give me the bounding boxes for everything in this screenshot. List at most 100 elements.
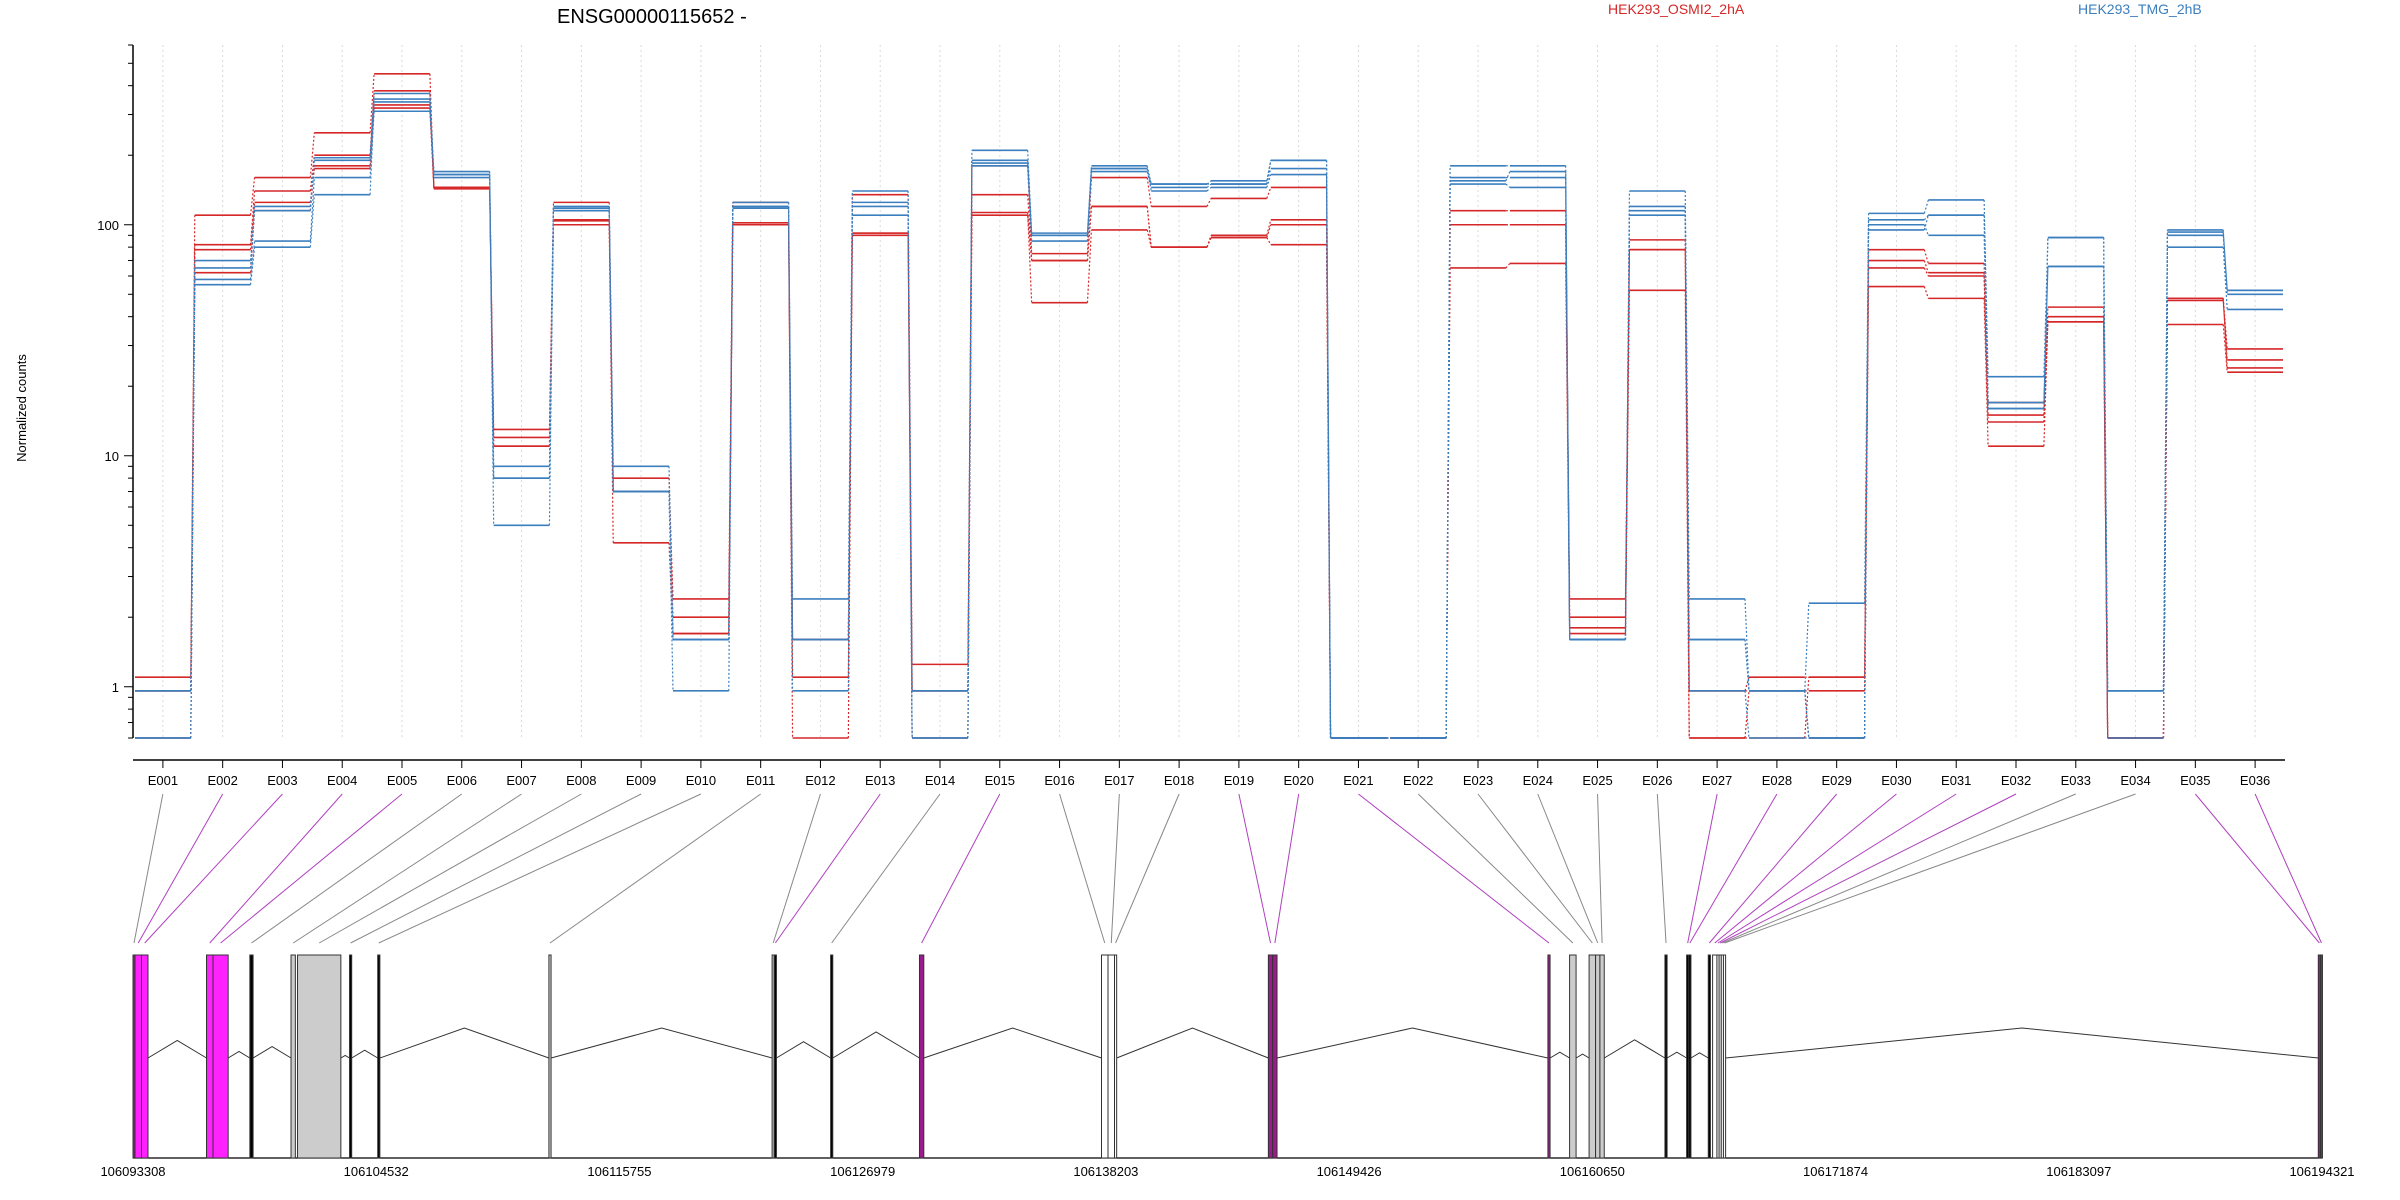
- exon-box: [918, 954, 925, 1159]
- intron-line: [340, 1054, 350, 1059]
- exon-box: [1595, 954, 1601, 1159]
- data-connector: [369, 111, 375, 178]
- data-connector: [1266, 168, 1272, 185]
- data-connector: [489, 174, 495, 479]
- x-tick-label: E031: [1941, 773, 1971, 788]
- exon-box: [212, 954, 229, 1159]
- intron-line: [550, 1027, 773, 1059]
- data-connector: [1086, 168, 1093, 236]
- data-connector: [1086, 229, 1093, 303]
- intron-line: [1549, 1051, 1570, 1059]
- data-connector: [847, 206, 853, 640]
- axes: 1 10 100 E001 E002 E003 E004 E005 E006 E007 E008 E0…: [97, 44, 2285, 788]
- exon-box: [1547, 954, 1551, 1159]
- exon-link: [1274, 793, 1300, 944]
- exon-box: [1688, 954, 1692, 1159]
- intron-line: [252, 1046, 292, 1059]
- intron-line: [1575, 1053, 1590, 1059]
- exon-box: [1272, 954, 1278, 1159]
- series-5: [135, 110, 2283, 739]
- data-connector: [907, 233, 913, 691]
- exon-link: [133, 793, 164, 944]
- exon-link: [220, 793, 403, 944]
- x-tick-label: E033: [2061, 773, 2091, 788]
- data-connector: [1146, 177, 1152, 207]
- data-connector: [728, 206, 734, 640]
- intron-line: [776, 1041, 831, 1059]
- x-tick-label: E036: [2240, 773, 2270, 788]
- data-connector: [1266, 187, 1272, 199]
- data-connector: [1505, 183, 1511, 188]
- chart-title: ENSG00000115652 -: [557, 6, 747, 28]
- data-connector: [309, 194, 315, 248]
- x-tick-label: E007: [506, 773, 536, 788]
- exon-link: [144, 793, 283, 944]
- exon-link: [1358, 793, 1550, 944]
- y-tick-label: 10: [105, 449, 119, 464]
- data-connector: [369, 73, 375, 133]
- x-tick-label: E014: [925, 773, 955, 788]
- data-connector: [1266, 237, 1272, 245]
- data-connector: [1027, 212, 1033, 303]
- data-connector: [1505, 171, 1511, 182]
- coordinate-tick-label: 106138203: [1073, 1164, 1138, 1179]
- exon-link: [1537, 793, 1599, 944]
- intron-line: [832, 1031, 920, 1059]
- data-connector: [249, 240, 256, 280]
- data-connector: [907, 215, 913, 739]
- data-connector: [1206, 187, 1212, 192]
- exon-link: [2194, 793, 2320, 944]
- exon-link: [318, 793, 582, 944]
- data-connector: [967, 165, 973, 665]
- data-connector: [1027, 215, 1033, 261]
- exon-box: [1712, 954, 1718, 1159]
- data-connector: [1445, 180, 1451, 739]
- x-tick-label: E017: [1104, 773, 1134, 788]
- exon-link: [209, 793, 343, 944]
- data-connector: [1684, 239, 1690, 691]
- exon-box: [773, 954, 777, 1159]
- data-connector: [1684, 206, 1690, 640]
- exon-box: [290, 954, 296, 1159]
- exon-box: [349, 954, 353, 1159]
- intron-line: [227, 1050, 251, 1059]
- x-tick-label: E018: [1164, 773, 1194, 788]
- intron-line: [923, 1027, 1102, 1059]
- coordinate-tick-label: 106194321: [2289, 1164, 2354, 1179]
- x-tick-label: E023: [1463, 773, 1493, 788]
- data-connector: [1086, 177, 1093, 254]
- data-connector: [967, 160, 973, 691]
- x-tick-label: E009: [626, 773, 656, 788]
- y-axis-label: Normalized counts: [14, 354, 29, 462]
- intron-line: [1276, 1027, 1549, 1059]
- coordinate-tick-label: 106104532: [344, 1164, 409, 1179]
- exon-link: [1110, 793, 1120, 944]
- intron-line: [147, 1039, 207, 1059]
- data-connector: [668, 491, 674, 640]
- data-connector: [1983, 275, 1989, 416]
- exon-box: [2319, 954, 2323, 1159]
- data-connector: [309, 177, 315, 242]
- data-connector: [1804, 690, 1810, 739]
- data-connector: [1206, 198, 1212, 207]
- exon-link: [1689, 793, 1778, 944]
- x-tick-label: E027: [1702, 773, 1732, 788]
- x-tick-label: E022: [1403, 773, 1433, 788]
- series-lines: [135, 73, 2283, 739]
- data-connector: [2043, 321, 2049, 447]
- x-tick-label: E024: [1523, 773, 1553, 788]
- intron-line: [379, 1027, 550, 1059]
- exon-link: [378, 793, 702, 944]
- exon-link: [1687, 793, 1718, 944]
- data-connector: [1923, 215, 1929, 231]
- data-connector: [1923, 224, 1929, 236]
- data-connector: [548, 208, 555, 479]
- intron-line: [351, 1049, 378, 1059]
- exon-link: [1724, 793, 2136, 944]
- data-connector: [1505, 263, 1511, 269]
- exon-box: [1267, 954, 1274, 1159]
- x-tick-label: E002: [207, 773, 237, 788]
- exon-link: [1238, 793, 1272, 944]
- x-tick-label: E003: [267, 773, 297, 788]
- grid-lines: [162, 45, 2256, 738]
